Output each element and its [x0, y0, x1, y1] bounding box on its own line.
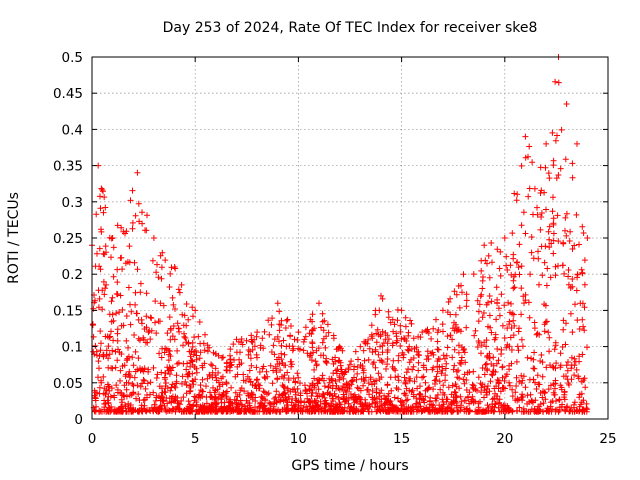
chart-title: Day 253 of 2024, Rate Of TEC Index for r…	[163, 20, 538, 36]
y-tick-label: 0.45	[53, 86, 83, 102]
data-points	[89, 54, 591, 415]
x-tick-label: 10	[290, 431, 307, 447]
y-tick-label: 0.25	[53, 231, 83, 247]
y-tick-label: 0.3	[62, 195, 83, 211]
y-tick-label: 0.5	[62, 50, 83, 66]
x-tick-label: 20	[496, 431, 513, 447]
roti-scatter-points	[89, 54, 591, 415]
y-tick-label: 0.1	[62, 340, 83, 356]
y-tick-label: 0	[74, 412, 83, 428]
y-tick-label: 0.2	[62, 267, 83, 283]
x-tick-label: 15	[393, 431, 410, 447]
y-axis-label: ROTI / TECUs	[6, 192, 22, 284]
y-tick-label: 0.4	[62, 122, 83, 138]
x-axis-label: GPS time / hours	[291, 458, 408, 474]
y-tick-label: 0.35	[53, 159, 83, 175]
x-tick-label: 0	[88, 431, 97, 447]
axis-ticks: 0 5 10 15 20 25 0 0.05 0.1 0.15 0.2 0.25 0.3 0.35 0.4 0…	[53, 50, 617, 447]
x-tick-label: 25	[599, 431, 616, 447]
x-tick-label: 5	[191, 431, 200, 447]
y-tick-label: 0.15	[53, 303, 83, 319]
y-tick-label: 0.05	[53, 376, 83, 392]
